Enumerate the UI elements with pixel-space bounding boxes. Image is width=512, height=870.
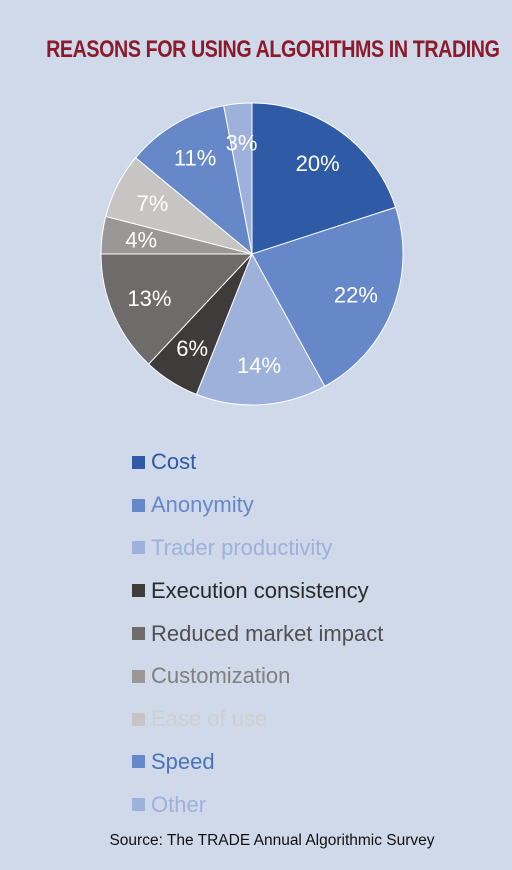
legend-swatch [132, 755, 145, 769]
chart-title: REASONS FOR USING ALGORITHMS IN TRADING [46, 36, 500, 63]
legend-item-anonymity: Anonymity [132, 484, 383, 527]
data-label-cost: 20% [296, 151, 340, 176]
legend-label: Speed [151, 748, 215, 774]
pie-slice-trader-productivity [195, 252, 326, 406]
legend-item-execution-consistency: Execution consistency [132, 569, 383, 612]
legend-label: Other [151, 791, 207, 817]
legend-label: Ease of use [151, 706, 268, 732]
pie-slice-speed [134, 105, 253, 256]
legend-label: Cost [151, 449, 197, 475]
data-label-other: 3% [226, 130, 258, 155]
data-label-anonymity: 22% [334, 283, 378, 308]
legend-swatch [132, 498, 145, 512]
data-label-ease-of-use: 7% [137, 191, 169, 216]
legend-swatch [132, 584, 145, 598]
legend-item-cost: Cost [132, 441, 383, 484]
pie-slice-reduced-market-impact [100, 253, 254, 365]
pie-slice-other [223, 102, 253, 255]
legend-item-trader-productivity: Trader productivity [132, 527, 383, 570]
legend-item-ease-of-use: Ease of use [132, 698, 383, 741]
legend-swatch [132, 798, 145, 812]
legend-item-other: Other [132, 783, 383, 826]
pie-slice-cost [251, 102, 397, 255]
legend-label: Execution consistency [151, 577, 369, 603]
legend-item-customization: Customization [132, 655, 383, 698]
data-label-trader-productivity: 14% [237, 353, 281, 378]
legend-label: Anonymity [151, 492, 254, 518]
data-label-customization: 4% [125, 227, 157, 252]
data-label-reduced-market-impact: 13% [127, 286, 171, 311]
legend-item-reduced-market-impact: Reduced market impact [132, 612, 383, 655]
data-label-speed: 11% [174, 145, 216, 170]
legend-label: Trader productivity [151, 534, 333, 560]
legend-swatch [132, 712, 145, 726]
legend-swatch [132, 669, 145, 683]
pie-slice-anonymity [251, 206, 404, 388]
data-label-execution-consistency: 6% [176, 336, 208, 361]
legend-label: Customization [151, 663, 291, 689]
legend-swatch [132, 627, 145, 641]
pie-chart: 20% 22% 14% 6%13% 4% 7%11% 3% [100, 102, 404, 406]
legend-label: Reduced market impact [151, 620, 384, 646]
legend: Cost Anonymity Trader productivity Executio… [132, 441, 383, 826]
legend-item-speed: Speed [132, 741, 383, 784]
legend-swatch [132, 541, 145, 555]
legend-swatch [132, 455, 145, 469]
source-note: Source: The TRADE Annual Algorithmic Sur… [109, 832, 435, 849]
